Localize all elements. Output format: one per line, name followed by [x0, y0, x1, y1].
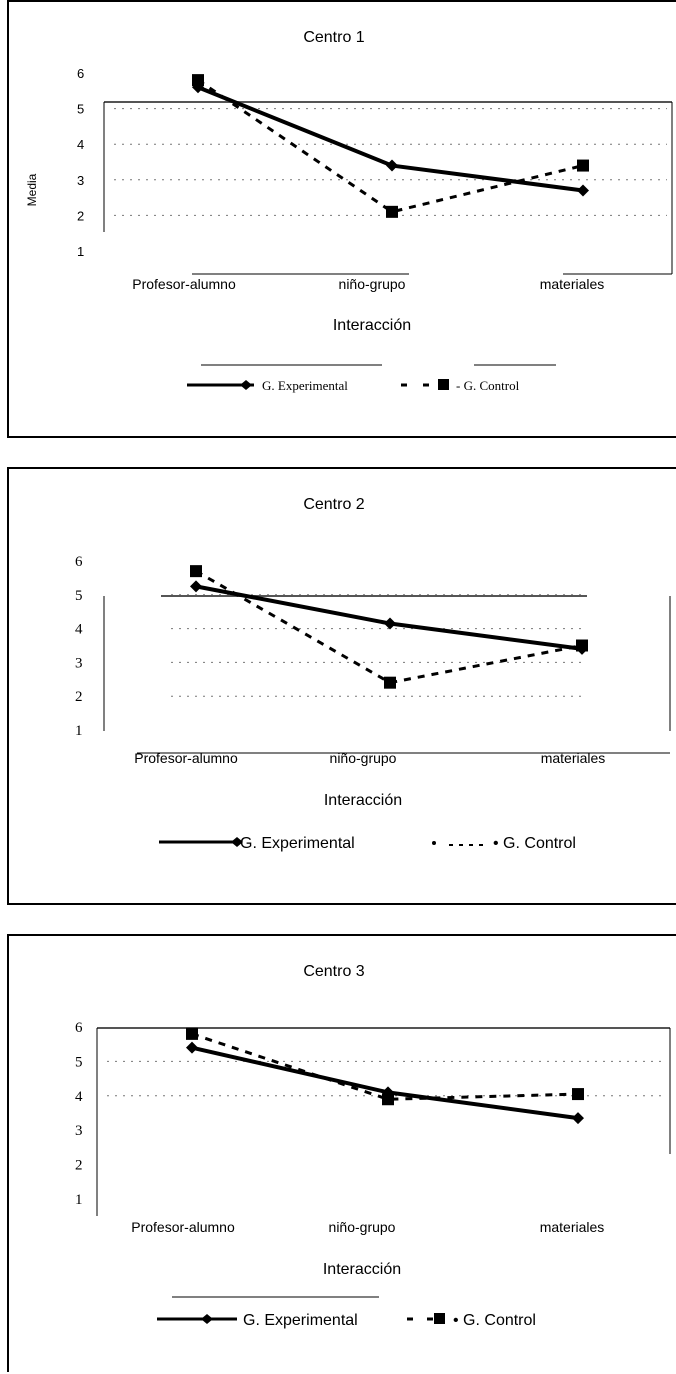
y-tick-label: 5 [75, 1054, 83, 1070]
legend-label-control: - G. Control [456, 378, 520, 393]
legend-label-experimental: G. Experimental [262, 378, 348, 393]
y-tick-label: 6 [75, 1020, 83, 1036]
point-marker-control [576, 639, 588, 652]
point-marker-control [186, 1027, 198, 1040]
y-axis-label: Media [25, 173, 39, 206]
point-marker-experimental [190, 580, 202, 593]
y-tick-label: 6 [75, 554, 83, 570]
x-axis-label: Interacción [323, 1261, 401, 1278]
legend-label-experimental: G. Experimental [243, 1312, 358, 1329]
point-marker-experimental [386, 159, 398, 172]
chart-panel-centro-1: Centro 1 Media 1 2 3 4 5 6 Profesor-alumno ni… [7, 0, 676, 438]
series-line-control [195, 569, 583, 685]
y-tick-label: 2 [77, 208, 84, 223]
chart-title: Centro 2 [303, 496, 364, 513]
plot-area: 1 2 3 4 5 6 [77, 66, 673, 275]
legend-label-experimental: G. Experimental [240, 835, 355, 852]
y-tick-label: 5 [75, 588, 83, 604]
plot-area: 1 2 3 4 5 6 [75, 554, 671, 754]
legend-marker-experimental [240, 380, 252, 390]
legend-label-control: • G. Control [493, 835, 576, 852]
y-tick-label: 5 [77, 102, 84, 117]
point-marker-control [386, 205, 398, 218]
y-tick-label: 2 [75, 1158, 83, 1174]
y-tick-label: 1 [75, 1192, 83, 1208]
point-marker-experimental [186, 1041, 198, 1054]
y-tick-label: 1 [77, 244, 84, 259]
y-tick-label: 3 [75, 1123, 83, 1139]
x-tick-label: niño-grupo [339, 276, 406, 292]
y-tick-label: 4 [77, 137, 84, 152]
legend-marker-control [434, 1313, 445, 1324]
point-marker-control [572, 1088, 584, 1101]
point-marker-control [190, 565, 202, 578]
x-tick-label: materiales [541, 750, 606, 766]
chart-centro-2-svg: Centro 2 1 2 3 4 5 6 Profesor-alumno niño-gru… [75, 496, 671, 852]
plot-area: 1 2 3 4 5 6 [75, 1020, 671, 1216]
point-marker-experimental [572, 1112, 584, 1125]
x-tick-label: Profesor-alumno [132, 276, 236, 292]
x-axis-label: Interacción [333, 317, 411, 334]
series-line-control [197, 78, 584, 214]
point-marker-control [577, 159, 589, 172]
legend-marker-control [438, 379, 449, 390]
legend-marker-experimental [231, 837, 243, 847]
chart-panel-centro-3: Centro 3 1 2 3 4 5 6 Profesor-alumno niño-gru… [7, 934, 676, 1372]
x-tick-label: niño-grupo [329, 1219, 396, 1235]
chart-title: Centro 1 [303, 29, 364, 46]
point-marker-control [382, 1093, 394, 1106]
chart-title: Centro 3 [303, 963, 364, 980]
series-line-experimental [191, 1045, 579, 1121]
y-tick-label: 4 [75, 1089, 83, 1105]
y-tick-label: 1 [75, 723, 83, 739]
x-tick-label: Profesor-alumno [134, 750, 238, 766]
y-tick-label: 2 [75, 689, 83, 705]
point-marker-control [192, 74, 204, 87]
point-marker-control [384, 676, 396, 689]
y-tick-label: 3 [75, 655, 83, 671]
x-tick-label: materiales [540, 1219, 605, 1235]
point-marker-experimental [577, 184, 589, 197]
legend-label-control: • G. Control [453, 1312, 536, 1329]
y-tick-label: 4 [75, 622, 83, 638]
x-tick-label: Profesor-alumno [131, 1219, 235, 1235]
y-tick-label: 3 [77, 173, 84, 188]
chart-centro-1-svg: Centro 1 Media 1 2 3 4 5 6 Profesor-alumno ni… [25, 29, 673, 393]
x-axis-label: Interacción [324, 792, 402, 809]
x-tick-label: materiales [540, 276, 605, 292]
chart-panel-centro-2: Centro 2 1 2 3 4 5 6 Profesor-alumno niño-gru… [7, 467, 676, 905]
legend-marker-experimental [201, 1314, 213, 1324]
legend-dot [432, 841, 436, 845]
y-tick-label: 6 [77, 66, 84, 81]
point-marker-experimental [384, 617, 396, 630]
chart-centro-3-svg: Centro 3 1 2 3 4 5 6 Profesor-alumno niño-gru… [75, 963, 671, 1329]
x-tick-label: niño-grupo [330, 750, 397, 766]
